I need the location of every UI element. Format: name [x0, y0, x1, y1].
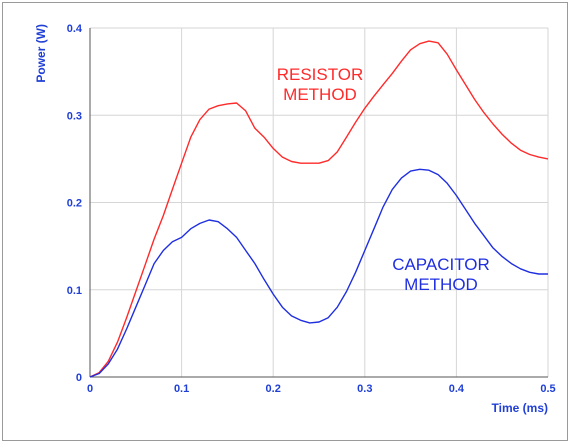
- x-tick-label: 0: [87, 383, 93, 395]
- y-axis-title: Power (W): [34, 24, 48, 83]
- labels: Time (ms) Power (W) RESISTOR METHOD CAPACITO…: [34, 24, 548, 415]
- x-tick-label: 0.1: [174, 383, 189, 395]
- grid: [90, 27, 549, 377]
- capacitor-line: [89, 168, 548, 378]
- y-tick-label: 0.2: [67, 198, 82, 210]
- y-tick-label: 0: [76, 372, 82, 384]
- y-tick-label: 0.1: [67, 285, 82, 297]
- capacitor-label: CAPACITOR METHOD: [392, 255, 490, 294]
- y-tick-label: 0.3: [67, 110, 82, 122]
- x-tick-label: 0.2: [266, 383, 281, 395]
- x-tick-label: 0.3: [357, 383, 372, 395]
- x-axis-title: Time (ms): [492, 401, 548, 415]
- axes: 0 0.1 0.2 0.3 0.4 0.5 0 0.1 0.2 0.3 0.4: [67, 23, 556, 395]
- x-tick-label: 0.4: [449, 383, 465, 395]
- resistor-line: [89, 40, 549, 378]
- series-lines: [89, 40, 549, 378]
- resistor-label: RESISTOR METHOD: [277, 65, 364, 104]
- y-tick-label: 0.4: [67, 23, 83, 35]
- x-tick-label: 0.5: [540, 383, 555, 395]
